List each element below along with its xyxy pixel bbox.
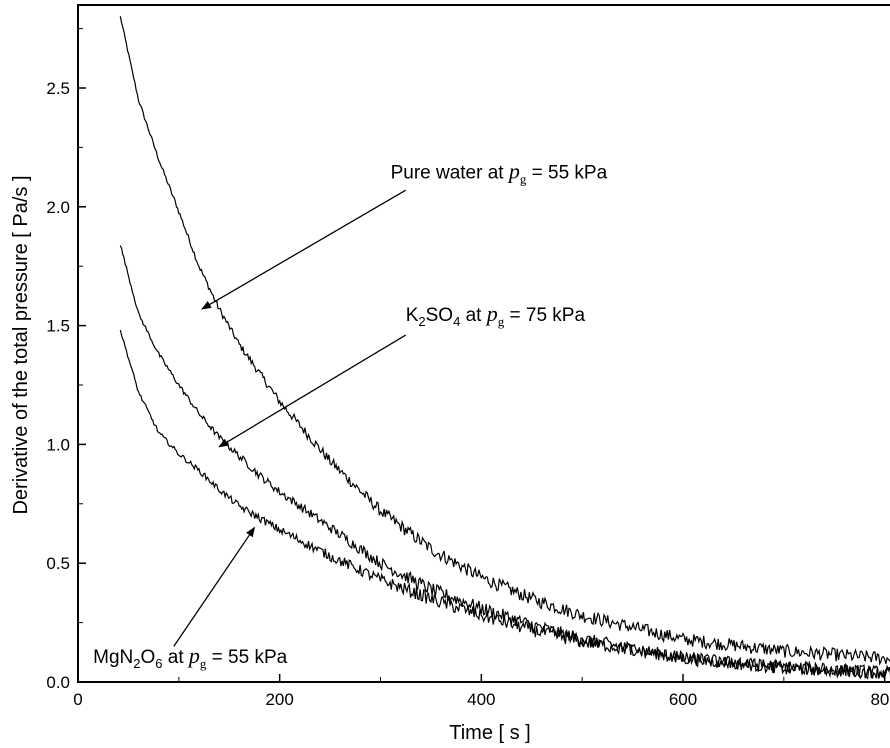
y-tick-label: 1.0 [46, 435, 70, 454]
y-tick-label: 2.5 [46, 79, 70, 98]
series-line-1 [120, 16, 890, 680]
annotation-label: Pure water at pg = 55 kPa [391, 158, 608, 186]
x-axis: 020040060080010001200 [73, 674, 890, 709]
annotation-label: MgN2O6 at pg = 55 kPa [93, 643, 288, 671]
y-tick-label: 0.0 [46, 673, 70, 692]
annotations: Pure water at pg = 55 kPa K2SO4 at pg = 7… [93, 158, 607, 671]
x-tick-label: 0 [73, 690, 82, 709]
y-tick-label: 2.0 [46, 198, 70, 217]
x-tick-label: 800 [870, 690, 890, 709]
annotation-arrow [174, 528, 255, 647]
y-axis: 0.0 0.5 1.0 1.5 2.0 2.5 [46, 29, 86, 692]
annotation-label: K2SO4 at pg = 75 kPa [406, 301, 586, 329]
series-line-3 [120, 330, 890, 682]
y-tick-label: 0.5 [46, 554, 70, 573]
x-tick-label: 400 [467, 690, 495, 709]
x-tick-label: 200 [265, 690, 293, 709]
plot-frame [78, 5, 890, 682]
y-tick-label: 1.5 [46, 317, 70, 336]
annotation-arrow [219, 335, 406, 447]
x-axis-title: Time [ s ] [449, 722, 530, 744]
x-tick-label: 600 [669, 690, 697, 709]
y-axis-title: Derivative of the total pressure [ Pa/s … [10, 175, 32, 514]
annotation-arrow [202, 190, 406, 309]
plot-curves [120, 16, 890, 682]
